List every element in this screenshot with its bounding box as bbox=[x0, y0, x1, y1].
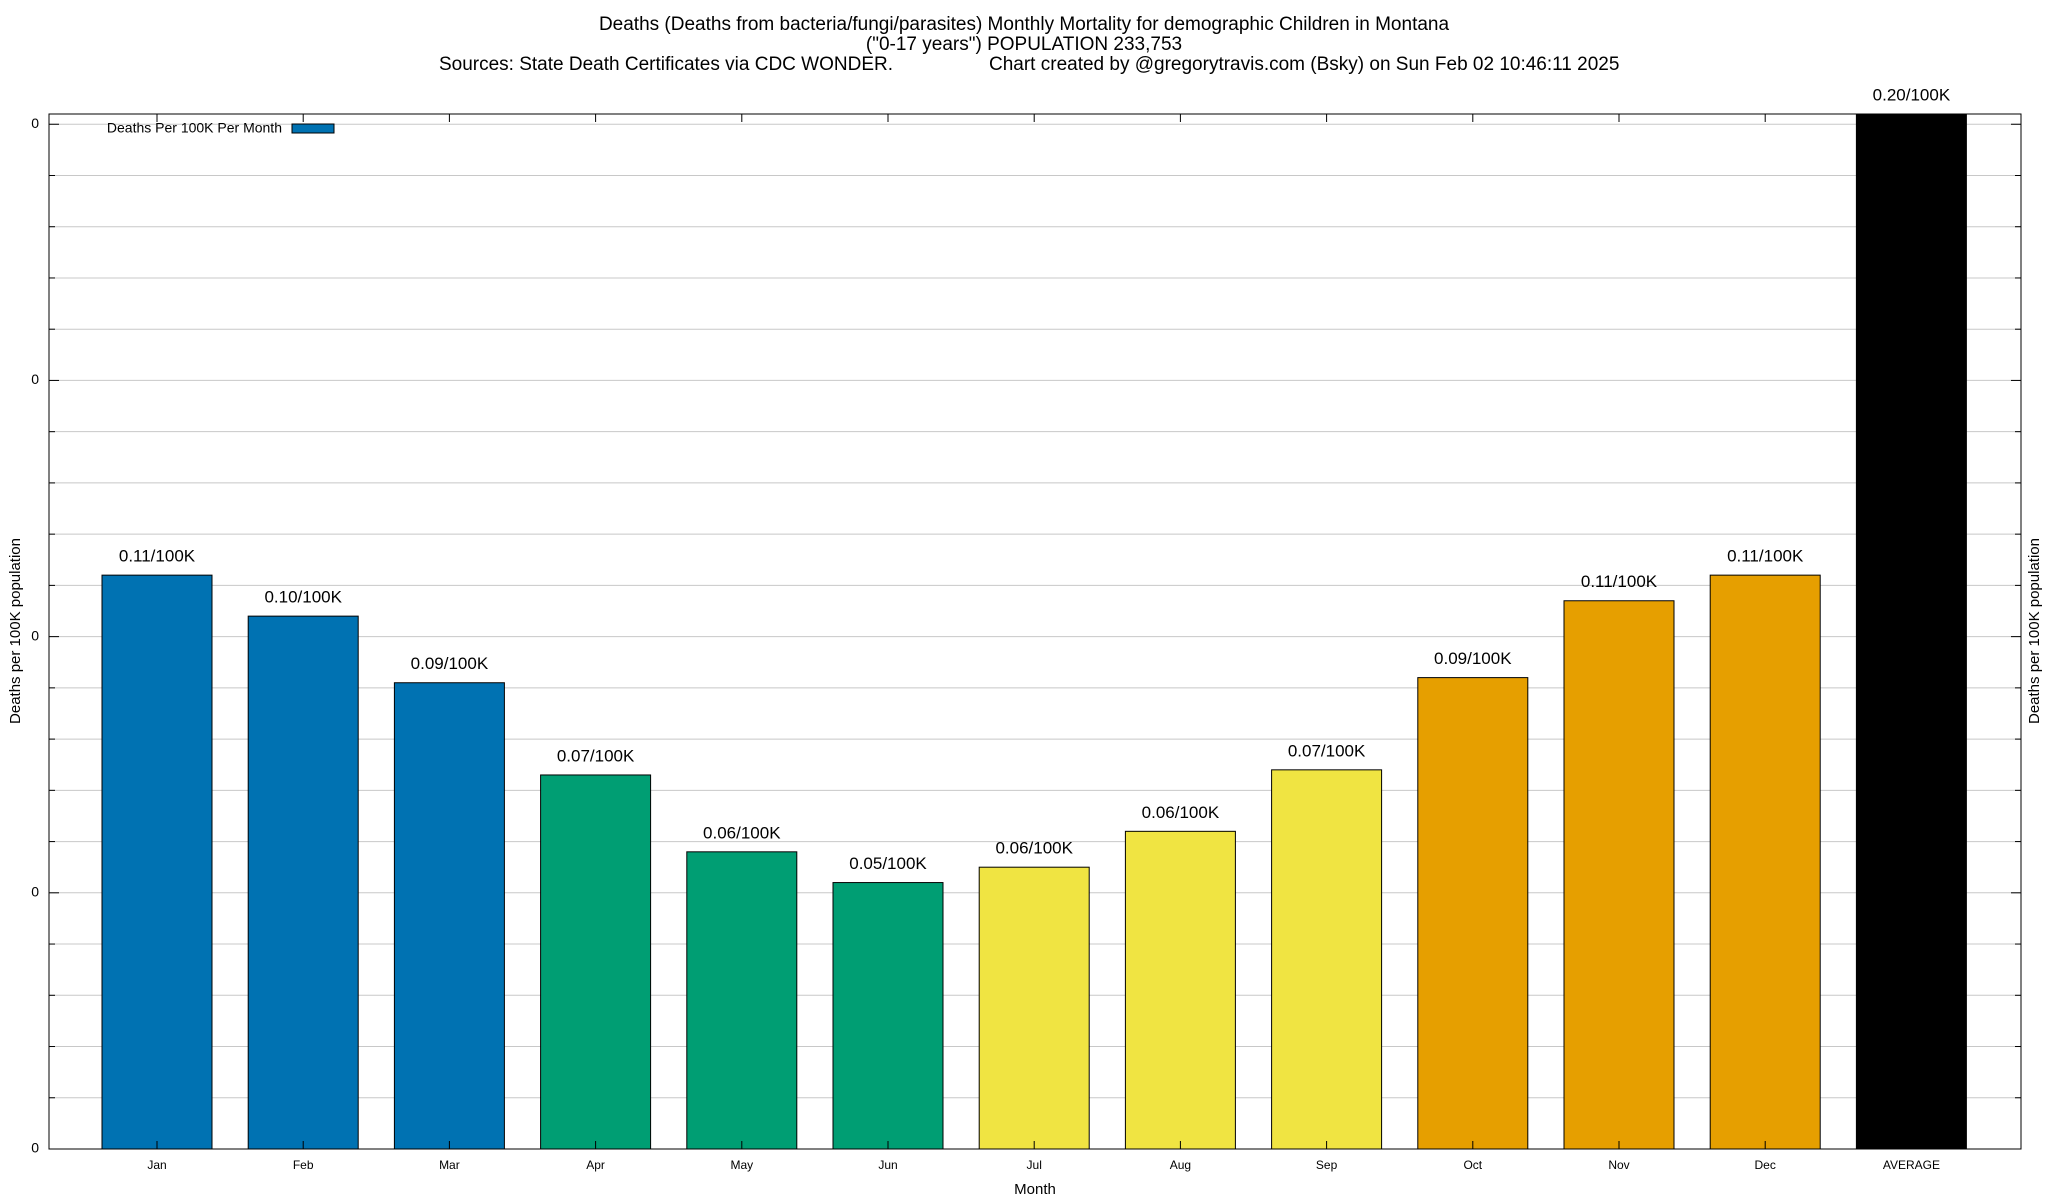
x-tick-label: Aug bbox=[1170, 1158, 1191, 1172]
bar bbox=[978, 866, 1090, 1149]
value-label: 0.07/100K bbox=[1288, 741, 1366, 760]
bars bbox=[101, 114, 1967, 1149]
y-tick-label: 0 bbox=[31, 627, 39, 643]
value-label: 0.06/100K bbox=[995, 839, 1073, 858]
x-tick-label: Apr bbox=[586, 1158, 605, 1172]
value-label: 0.20/100K bbox=[1873, 85, 1951, 104]
value-label: 0.05/100K bbox=[849, 854, 927, 873]
x-tick-label: Feb bbox=[293, 1158, 314, 1172]
x-tick-label: Oct bbox=[1463, 1158, 1482, 1172]
y-tick-label: 0 bbox=[31, 1140, 39, 1156]
bar bbox=[832, 882, 944, 1149]
bar bbox=[1417, 677, 1529, 1149]
x-axis-label: Month bbox=[1014, 1181, 1056, 1198]
x-tick-label: Nov bbox=[1608, 1158, 1629, 1172]
value-label: 0.11/100K bbox=[1727, 547, 1804, 566]
y-tick-label: 0 bbox=[31, 115, 39, 131]
y-tick-label: 0 bbox=[31, 371, 39, 387]
bar bbox=[1563, 600, 1675, 1149]
x-tick-label: Jul bbox=[1027, 1158, 1042, 1172]
bar bbox=[1709, 574, 1821, 1149]
value-label: 0.11/100K bbox=[1581, 572, 1658, 591]
chart-title: Deaths (Deaths from bacteria/fungi/paras… bbox=[599, 14, 1450, 35]
bar bbox=[1855, 114, 1967, 1149]
bar bbox=[1271, 769, 1383, 1149]
value-label: 0.10/100K bbox=[264, 588, 342, 607]
bar bbox=[101, 574, 213, 1149]
chart-credit: Chart created by @gregorytravis.com (Bsk… bbox=[989, 54, 1619, 75]
value-label: 0.09/100K bbox=[1434, 649, 1512, 668]
value-label: 0.11/100K bbox=[119, 547, 196, 566]
x-tick-label: AVERAGE bbox=[1883, 1158, 1940, 1172]
bar bbox=[686, 851, 798, 1149]
bar bbox=[1124, 830, 1236, 1149]
x-tick-label: Jan bbox=[147, 1158, 166, 1172]
legend-label: Deaths Per 100K Per Month bbox=[107, 120, 282, 136]
y2-axis-label: Deaths per 100K population bbox=[2026, 538, 2043, 724]
x-tick-label: Dec bbox=[1755, 1158, 1776, 1172]
plot-frame bbox=[48, 113, 2022, 1150]
bar bbox=[393, 682, 505, 1149]
value-label: 0.06/100K bbox=[703, 823, 781, 842]
x-tick-label: May bbox=[730, 1158, 753, 1172]
bar bbox=[247, 615, 359, 1149]
chart-title: ("0-17 years") POPULATION 233,753 bbox=[866, 34, 1182, 55]
value-label: 0.09/100K bbox=[411, 654, 489, 673]
x-tick-label: Mar bbox=[439, 1158, 460, 1172]
x-tick-label: Jun bbox=[878, 1158, 897, 1172]
bar bbox=[540, 774, 652, 1149]
y-tick-label: 0 bbox=[31, 884, 39, 900]
chart-subtitle: Sources: State Death Certificates via CD… bbox=[439, 54, 893, 75]
x-tick-label: Sep bbox=[1316, 1158, 1338, 1172]
legend-swatch bbox=[291, 123, 335, 134]
value-label: 0.07/100K bbox=[557, 746, 635, 765]
value-label: 0.06/100K bbox=[1142, 803, 1220, 822]
y-axis-label: Deaths per 100K population bbox=[7, 538, 24, 724]
